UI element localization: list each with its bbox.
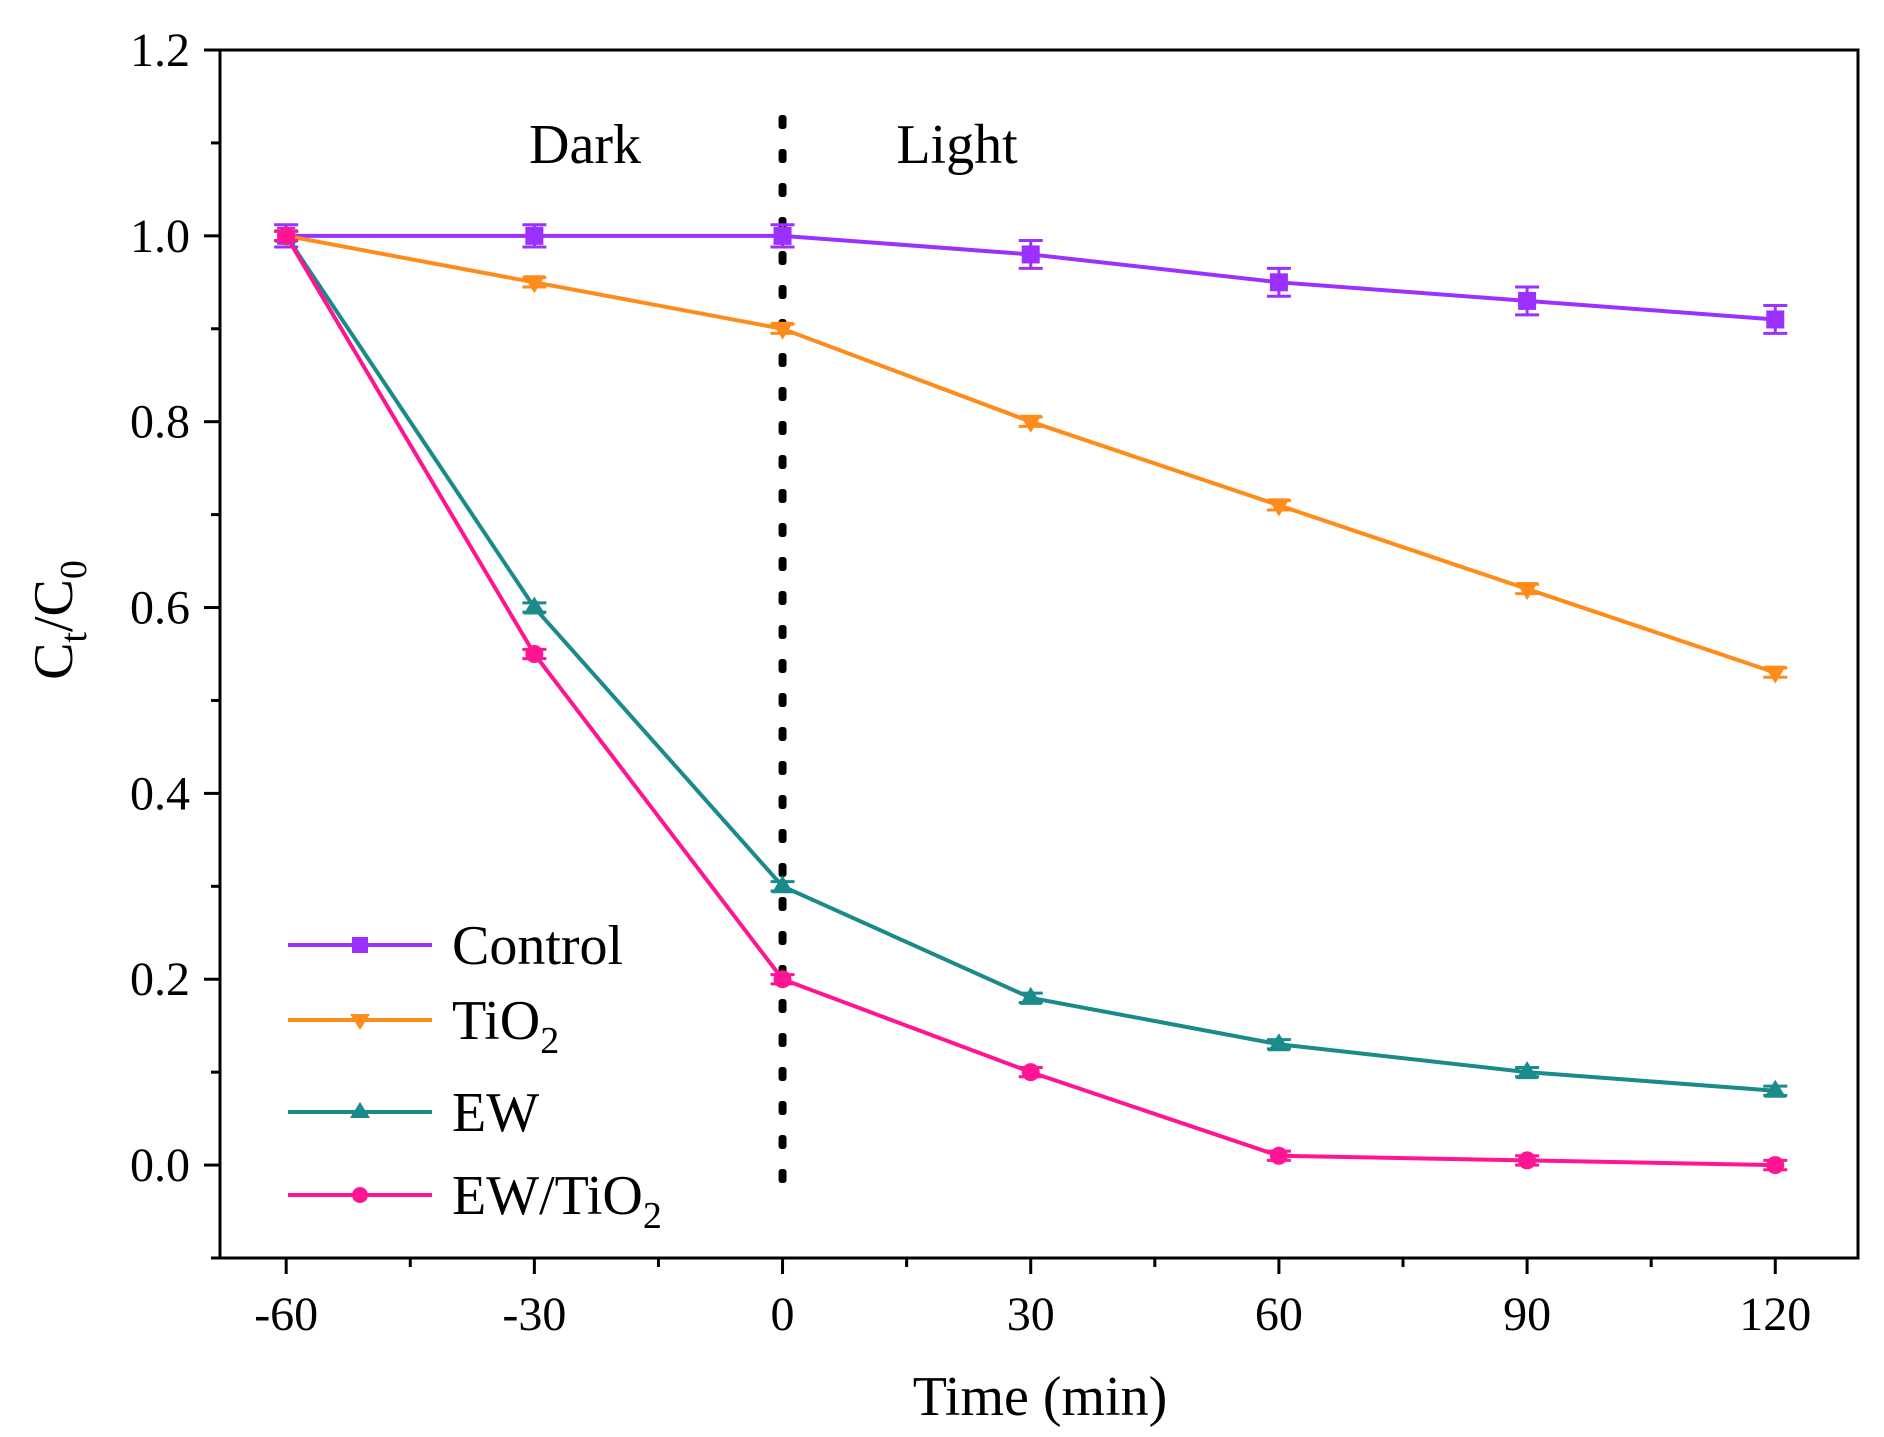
divider-dot	[778, 455, 787, 469]
divider-dot	[778, 387, 787, 401]
x-tick-label: 60	[1255, 1288, 1303, 1341]
series-tio2	[274, 228, 1788, 684]
y-tick-label: 0.0	[130, 1139, 190, 1192]
legend-marker	[350, 1014, 370, 1030]
divider-dot	[778, 829, 787, 843]
y-tick-label: 1.2	[130, 24, 190, 77]
divider-dot	[778, 761, 787, 775]
legend: Control TiO2 EW EW/TiO2	[288, 915, 662, 1237]
data-point	[1764, 665, 1787, 684]
x-tick-label: 120	[1739, 1288, 1811, 1341]
y-axis-title-sub1: t	[53, 632, 95, 643]
dark-annotation: Dark	[529, 114, 641, 176]
data-point	[1518, 1151, 1537, 1170]
divider-dot	[778, 931, 787, 945]
legend-marker	[350, 1102, 370, 1118]
legend-item: EW	[288, 1082, 539, 1144]
series-layer	[274, 223, 1788, 1175]
x-tick-label: 30	[1007, 1288, 1055, 1341]
data-point	[771, 321, 794, 340]
x-tick-label: -30	[502, 1288, 566, 1341]
plot-frame	[218, 48, 1860, 1260]
divider-dot	[778, 115, 787, 129]
legend-item: EW/TiO2	[288, 1165, 662, 1237]
data-point	[277, 226, 296, 245]
y-axis-title-sep: /C	[23, 579, 85, 632]
divider-dot	[778, 149, 787, 163]
x-tick-label: 0	[771, 1288, 795, 1341]
legend-marker	[352, 937, 368, 953]
divider-dot	[778, 897, 787, 911]
legend-item: TiO2	[288, 990, 559, 1062]
x-tick-label: 90	[1503, 1288, 1551, 1341]
data-point	[1021, 1063, 1040, 1082]
divider-dot	[778, 1067, 787, 1081]
divider-dot	[778, 795, 787, 809]
axis-ticks: -60 -30 0 30 60 90 120 0.0 0.2 0.4 0.6 0.8 1.0 1.2	[130, 24, 1811, 1341]
data-point	[523, 596, 546, 615]
dark-light-divider	[778, 115, 787, 1183]
data-point	[1766, 1156, 1785, 1175]
divider-dot	[778, 1033, 787, 1047]
divider-dot	[778, 1101, 787, 1115]
data-point	[1269, 1146, 1288, 1165]
data-point	[771, 875, 794, 894]
divider-dot	[778, 353, 787, 367]
y-tick-label: 0.6	[130, 582, 190, 635]
divider-dot	[778, 251, 787, 265]
divider-dot	[778, 693, 787, 707]
legend-item: Control	[288, 915, 623, 977]
legend-marker	[352, 1187, 368, 1203]
legend-label: EW/TiO2	[452, 1165, 662, 1237]
x-axis-title: Time (min)	[913, 1366, 1168, 1428]
divider-dot	[778, 421, 787, 435]
divider-dot	[778, 999, 787, 1013]
data-point	[1269, 273, 1288, 292]
series-ew	[274, 224, 1788, 1098]
data-point	[523, 275, 546, 294]
y-tick-label: 0.8	[130, 396, 190, 449]
data-point	[1019, 986, 1042, 1005]
y-axis-title-main: C	[23, 643, 85, 680]
data-point	[773, 226, 792, 245]
divider-dot	[778, 625, 787, 639]
divider-dot	[778, 1135, 787, 1149]
y-tick-label: 0.4	[130, 767, 190, 820]
data-point	[773, 970, 792, 989]
divider-dot	[778, 1169, 787, 1183]
divider-dot	[778, 863, 787, 877]
divider-dot	[778, 557, 787, 571]
series-ew-tio2	[274, 226, 1788, 1175]
data-point	[525, 645, 544, 663]
data-point	[1516, 581, 1539, 600]
series-control	[274, 223, 1788, 335]
y-axis-title: Ct/C0	[23, 560, 95, 680]
divider-dot	[778, 285, 787, 299]
legend-label: Control	[452, 915, 623, 977]
data-point	[1518, 291, 1537, 310]
plot-border	[218, 48, 1860, 1260]
y-axis-title-sub2: 0	[53, 560, 95, 579]
light-annotation: Light	[896, 114, 1018, 176]
divider-dot	[778, 659, 787, 673]
data-point	[1766, 310, 1785, 329]
y-tick-label: 1.0	[130, 210, 190, 263]
x-tick-label: -60	[254, 1288, 318, 1341]
data-point	[1019, 414, 1042, 433]
data-point	[1267, 498, 1290, 517]
data-point	[1267, 1033, 1290, 1052]
data-point	[1021, 245, 1040, 264]
divider-dot	[778, 523, 787, 537]
data-point	[1516, 1061, 1539, 1080]
legend-label: TiO2	[452, 990, 559, 1062]
data-point	[1764, 1079, 1787, 1098]
legend-label: EW	[452, 1082, 539, 1144]
y-tick-label: 0.2	[130, 953, 190, 1006]
data-point	[525, 226, 544, 245]
divider-dot	[778, 591, 787, 605]
divider-dot	[778, 727, 787, 741]
divider-dot	[778, 183, 787, 197]
divider-dot	[778, 489, 787, 503]
